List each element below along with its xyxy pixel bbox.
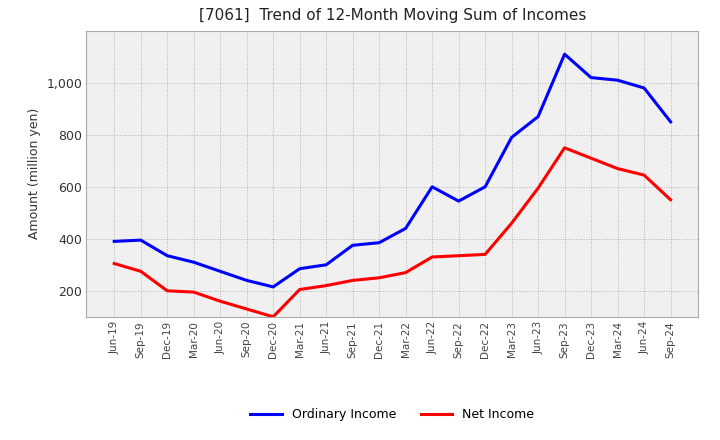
Ordinary Income (136, 238, 145, 243)
Title: [7061]  Trend of 12-Month Moving Sum of Incomes: [7061] Trend of 12-Month Moving Sum of I… (199, 7, 586, 23)
Ordinary Income (375, 240, 384, 246)
Net Income (454, 253, 463, 258)
Net Income (348, 278, 357, 283)
Legend: Ordinary Income, Net Income: Ordinary Income, Net Income (246, 403, 539, 426)
Ordinary Income (666, 119, 675, 125)
Net Income (534, 185, 542, 191)
Ordinary Income (640, 85, 649, 91)
Net Income (640, 172, 649, 178)
Ordinary Income (110, 239, 119, 244)
Ordinary Income (613, 77, 622, 83)
Net Income (560, 145, 569, 150)
Ordinary Income (189, 260, 198, 265)
Net Income (216, 299, 225, 304)
Ordinary Income (295, 266, 304, 271)
Ordinary Income (216, 269, 225, 274)
Net Income (613, 166, 622, 171)
Net Income (666, 197, 675, 202)
Line: Ordinary Income: Ordinary Income (114, 54, 670, 287)
Ordinary Income (428, 184, 436, 190)
Net Income (269, 314, 277, 319)
Ordinary Income (587, 75, 595, 80)
Ordinary Income (163, 253, 171, 258)
Net Income (295, 287, 304, 292)
Net Income (243, 306, 251, 312)
Net Income (136, 269, 145, 274)
Ordinary Income (454, 198, 463, 204)
Ordinary Income (348, 242, 357, 248)
Line: Net Income: Net Income (114, 148, 670, 317)
Ordinary Income (322, 262, 330, 268)
Ordinary Income (243, 278, 251, 283)
Net Income (322, 283, 330, 288)
Ordinary Income (534, 114, 542, 119)
Ordinary Income (481, 184, 490, 190)
Ordinary Income (269, 284, 277, 290)
Ordinary Income (508, 135, 516, 140)
Net Income (110, 261, 119, 266)
Y-axis label: Amount (million yen): Amount (million yen) (28, 108, 41, 239)
Net Income (163, 288, 171, 293)
Ordinary Income (560, 51, 569, 57)
Net Income (375, 275, 384, 280)
Net Income (508, 220, 516, 226)
Net Income (481, 252, 490, 257)
Net Income (401, 270, 410, 275)
Net Income (428, 254, 436, 260)
Ordinary Income (401, 226, 410, 231)
Net Income (189, 290, 198, 295)
Net Income (587, 156, 595, 161)
